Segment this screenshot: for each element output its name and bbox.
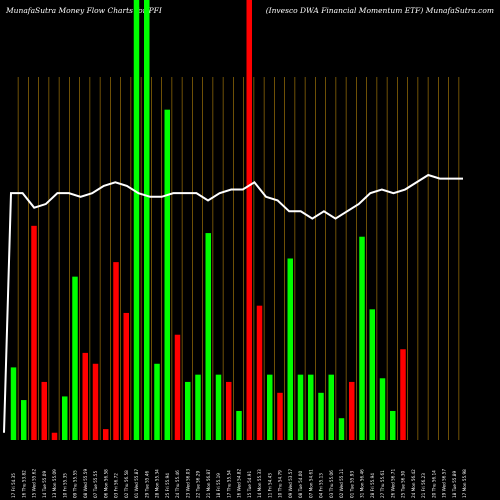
x-tick-label: 24 Thu 55.46 [175,470,180,498]
bar [113,262,119,440]
bar [41,381,47,440]
bar [103,429,109,440]
bar-series [10,0,406,441]
bar [92,363,99,440]
x-tick-label: 15 Wed 55.62 [32,469,37,498]
bar [349,381,355,440]
bar [195,374,201,440]
x-tick-label: 03 Thu 55.06 [329,470,334,498]
x-tick-label: 16 Thu 53.82 [21,470,26,498]
x-tick-label: 28 Fri 55.94 [370,473,375,498]
x-tick-label: 17 Mon 55.98 [462,469,467,498]
x-tick-label: 03 Fri 56.72 [114,473,119,498]
x-tick-label: 02 Thu 56.58 [124,470,129,498]
bar [400,349,406,440]
x-tick-labels: 17 Fri 54.35 16 Thu 53.82 15 Wed 55.62 14 T… [11,469,467,498]
bar [31,225,37,440]
x-tick-label: 23 Wed 56.03 [185,469,190,498]
bar [236,410,242,440]
x-tick-label: 27 Thu 55.61 [380,470,385,498]
x-tick-label: 07 Tue 55.55 [93,471,98,498]
x-tick-label: 18 Tue 55.89 [452,471,457,498]
bar [10,367,17,440]
bar [62,396,68,440]
bar [318,392,324,440]
x-tick-label: 24 Mon 56.42 [411,469,416,498]
x-tick-label: 14 Tue 55.09 [42,471,47,498]
x-tick-label: 01 Wed 55.87 [134,469,139,498]
x-tick-label: 10 Thu 54.79 [278,470,283,498]
x-tick-label: 18 Fri 55.19 [216,473,221,498]
x-tick-label: 08 Tue 54.00 [298,471,303,498]
bar [328,374,334,440]
chart-subtitle: (Invesco DWA Financial Momentum ETF) Mun… [265,6,494,15]
x-tick-label: 21 Fri 56.23 [421,473,426,498]
x-tick-label: 04 Fri 55.13 [319,473,324,498]
bar [287,258,293,440]
bar [164,109,170,441]
bar [359,236,365,440]
bar [226,381,232,440]
bar [174,334,181,440]
x-tick-label: 08 Wed 55.59 [83,469,88,498]
x-tick-label: 06 Mon 56.58 [103,469,108,498]
x-tick-label: 20 Thu 56.14 [431,470,436,498]
bar [154,363,160,440]
bar [51,432,58,440]
x-tick-label: 13 Mon 55.09 [52,469,57,498]
bar [185,381,191,440]
bar [390,410,396,440]
x-tick-label: 01 Tue 55.93 [349,471,354,498]
bar [277,392,283,440]
x-tick-label: 02 Wed 55.11 [339,469,344,498]
line-series [3,173,463,433]
bar [144,0,150,440]
x-tick-label: 28 Mon 55.34 [155,469,160,498]
bar [369,309,375,440]
bar [205,233,211,440]
bar [256,305,263,440]
x-tick-label: 25 Fri 55.94 [165,473,170,498]
bar [82,352,88,440]
x-tick-label: 17 Thu 55.54 [226,470,231,498]
x-tick-label: 16 Wed 54.82 [237,469,242,498]
x-tick-label: 10 Fri 55.35 [62,473,67,498]
gridlines [17,77,460,440]
price-line [3,173,463,433]
bar [267,374,273,440]
x-tick-label: 29 Tue 55.46 [144,471,149,498]
bar [297,374,304,440]
x-tick-label: 07 Mon 54.61 [308,469,313,498]
chart-title: MunafaSutra Money Flow Charts for PFI [6,6,162,15]
bar [246,0,252,440]
x-tick-label: 22 Tue 56.29 [196,471,201,498]
bar [123,312,129,440]
x-tick-label: 26 Wed 56.71 [390,469,395,498]
x-tick-label: 21 Mon 56.87 [206,469,211,498]
x-tick-label: 25 Tue 56.30 [401,471,406,498]
x-tick-label: 17 Fri 54.35 [11,473,16,498]
bar [308,374,314,440]
x-tick-label: 11 Fri 54.43 [267,473,272,498]
bar [379,378,386,440]
x-tick-label: 19 Wed 56.57 [442,469,447,498]
bar [338,418,345,440]
x-tick-label: 09 Wed 53.57 [288,469,293,498]
bar [72,276,78,440]
x-tick-label: 15 Tue 54.91 [247,471,252,498]
bar [215,374,222,440]
x-tick-label: 09 Thu 55.55 [73,470,78,498]
bar [21,400,27,440]
bar [133,0,140,440]
x-tick-label: 14 Mon 55.33 [257,469,262,498]
x-tick-label: 31 Mon 56.46 [360,469,365,498]
